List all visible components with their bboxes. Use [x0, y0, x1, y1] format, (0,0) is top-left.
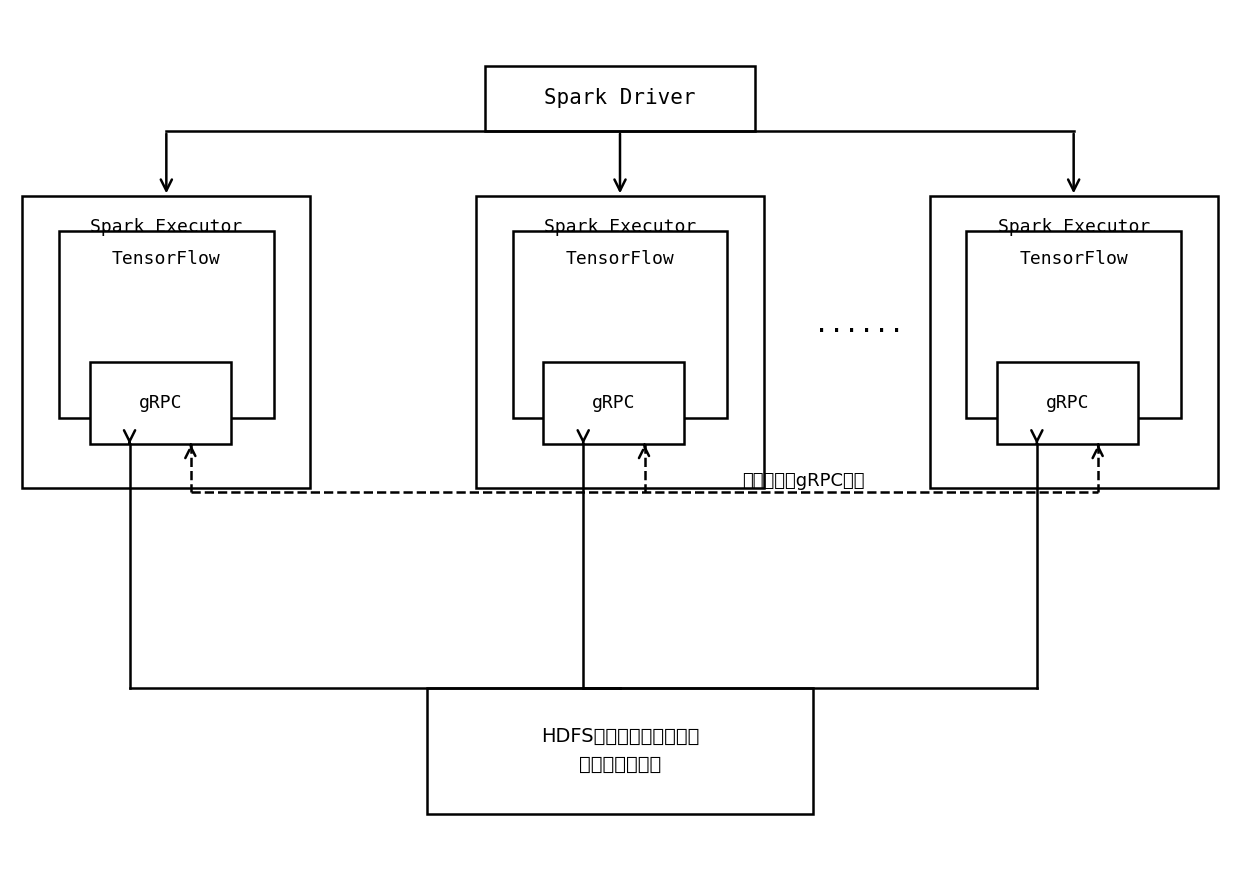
Bar — [512, 231, 728, 418]
Bar — [89, 362, 231, 444]
Bar — [485, 65, 755, 131]
Text: 进程间通过gRPC通信: 进程间通过gRPC通信 — [743, 472, 866, 490]
Text: HDFS中存储的海量列车部
件移位故障图像: HDFS中存储的海量列车部 件移位故障图像 — [541, 728, 699, 774]
Text: TensorFlow: TensorFlow — [1019, 250, 1128, 268]
Bar — [476, 196, 764, 488]
Bar — [427, 688, 813, 814]
Text: TensorFlow: TensorFlow — [112, 250, 221, 268]
Text: gRPC: gRPC — [139, 394, 182, 412]
Bar — [60, 231, 274, 418]
Bar — [22, 196, 310, 488]
Text: Spark Executor: Spark Executor — [544, 218, 696, 236]
Text: gRPC: gRPC — [593, 394, 636, 412]
Bar — [543, 362, 684, 444]
Text: ......: ...... — [815, 313, 904, 337]
Text: Spark Driver: Spark Driver — [544, 88, 696, 109]
Text: TensorFlow: TensorFlow — [565, 250, 675, 268]
Bar — [997, 362, 1138, 444]
Text: Spark Executor: Spark Executor — [997, 218, 1149, 236]
Bar — [930, 196, 1218, 488]
Bar — [966, 231, 1180, 418]
Text: Spark Executor: Spark Executor — [91, 218, 243, 236]
Text: gRPC: gRPC — [1045, 394, 1089, 412]
